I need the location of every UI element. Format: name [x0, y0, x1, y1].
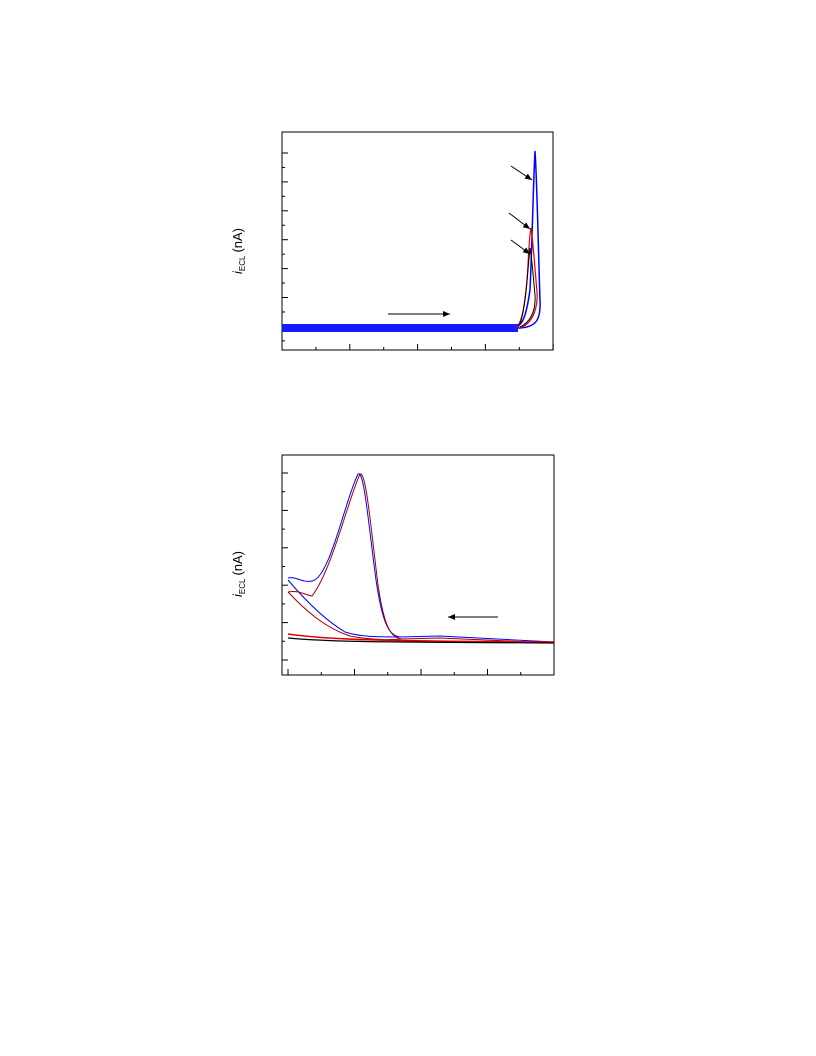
arrow [508, 212, 531, 230]
blue-curve [287, 473, 555, 643]
tick-marks [282, 472, 555, 675]
arrow [510, 239, 531, 255]
blue-band [282, 324, 518, 332]
y-axis-label: iECL(nA) [230, 228, 247, 274]
plot-frame [281, 454, 555, 676]
red-baseline [287, 633, 555, 643]
red-curve [515, 227, 538, 328]
figure-panel: iECL(nA) [230, 131, 554, 351]
black-curve [517, 247, 536, 328]
y-axis-label: iECL(nA) [230, 551, 247, 597]
blue-return [287, 579, 401, 638]
black-baseline [287, 637, 555, 644]
arrow [510, 165, 533, 181]
red-return [287, 591, 403, 641]
figure-panel: iECL(nA) [230, 454, 555, 676]
tick-marks [281, 152, 554, 350]
red-curve [287, 473, 555, 644]
blue-curve [281, 150, 541, 330]
